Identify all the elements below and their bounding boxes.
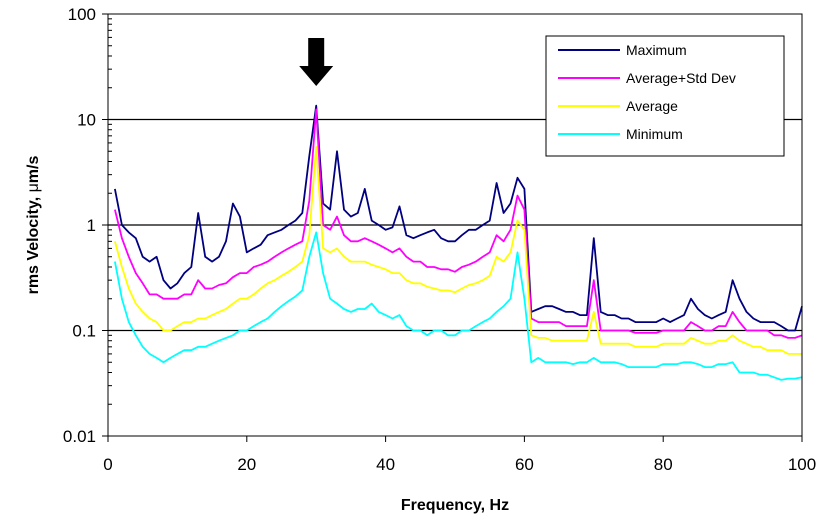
arrow-annotation	[299, 38, 334, 86]
series-layer	[114, 104, 803, 381]
legend-label: Average	[626, 98, 678, 114]
y-axis-title-unit: m/s	[25, 156, 42, 184]
tick-labels: 0.01 0.1 1 10 100 0 20 40 60 80 100	[63, 5, 816, 474]
legend-label: Minimum	[626, 126, 683, 142]
series-line-minimum	[114, 231, 803, 381]
y-tick-label: 0.1	[72, 322, 96, 341]
legend: Maximum Average+Std Dev Average Minimum	[545, 35, 785, 157]
x-tick-label: 100	[788, 455, 816, 474]
legend-items: Maximum Average+Std Dev Average Minimum	[558, 42, 736, 142]
series-line-maximum	[114, 104, 803, 332]
y-tick-label: 1	[87, 216, 96, 235]
x-tick-label: 20	[237, 455, 256, 474]
y-axis-title: rms Velocity, μm/s	[25, 156, 42, 295]
legend-label: Maximum	[626, 42, 687, 58]
y-axis-title-main: rms Velocity,	[25, 192, 42, 294]
series-line-average	[114, 145, 802, 355]
legend-box	[545, 35, 785, 157]
down-arrow-icon	[299, 38, 334, 86]
legend-label: Average+Std Dev	[626, 70, 736, 86]
y-axis-title-mu: μ	[25, 183, 42, 192]
series-line-average-std-dev	[114, 108, 803, 339]
y-tick-label: 100	[68, 5, 96, 24]
x-tick-label: 40	[376, 455, 395, 474]
x-tick-label: 0	[103, 455, 112, 474]
x-tick-label: 60	[515, 455, 534, 474]
axis-ticks	[102, 13, 803, 442]
x-axis-title: Frequency, Hz	[401, 497, 509, 514]
y-tick-label: 0.01	[63, 427, 96, 446]
y-tick-label: 10	[77, 111, 96, 130]
x-tick-label: 80	[654, 455, 673, 474]
